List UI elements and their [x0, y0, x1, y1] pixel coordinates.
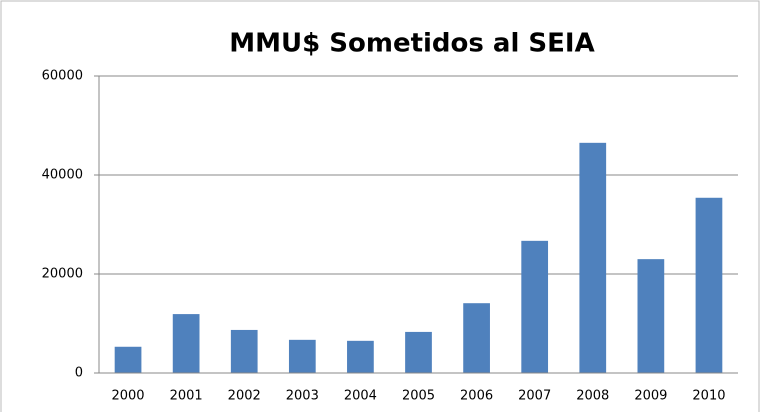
- x-tick-label: 2006: [460, 389, 493, 404]
- x-tick-label: 2008: [576, 389, 609, 404]
- y-tick-label: 40000: [42, 168, 83, 183]
- y-tick-label: 0: [75, 366, 83, 381]
- bar: [637, 259, 665, 373]
- x-tick-label: 2001: [170, 389, 203, 404]
- x-tick-label: 2007: [518, 389, 551, 404]
- x-tick-label: 2005: [402, 389, 435, 404]
- x-tick-label: 2004: [344, 389, 377, 404]
- bar: [463, 303, 490, 373]
- x-tick-label: 2003: [286, 389, 319, 404]
- bar: [521, 240, 549, 373]
- bar: [172, 314, 200, 373]
- x-tick-label: 2010: [692, 389, 725, 404]
- bar: [288, 339, 316, 373]
- x-tick-label: 2002: [228, 389, 261, 404]
- bar: [579, 142, 607, 373]
- chart-title: MMU$ Sometidos al SEIA: [229, 29, 594, 59]
- y-tick-label: 20000: [42, 267, 83, 282]
- bar: [230, 329, 258, 373]
- x-tick-label: 2009: [634, 389, 667, 404]
- bar: [405, 331, 432, 373]
- bar: [114, 346, 142, 373]
- y-tick-label: 60000: [42, 69, 83, 84]
- x-tick-label: 2000: [111, 389, 144, 404]
- bar: [347, 340, 374, 373]
- bar: [695, 197, 723, 373]
